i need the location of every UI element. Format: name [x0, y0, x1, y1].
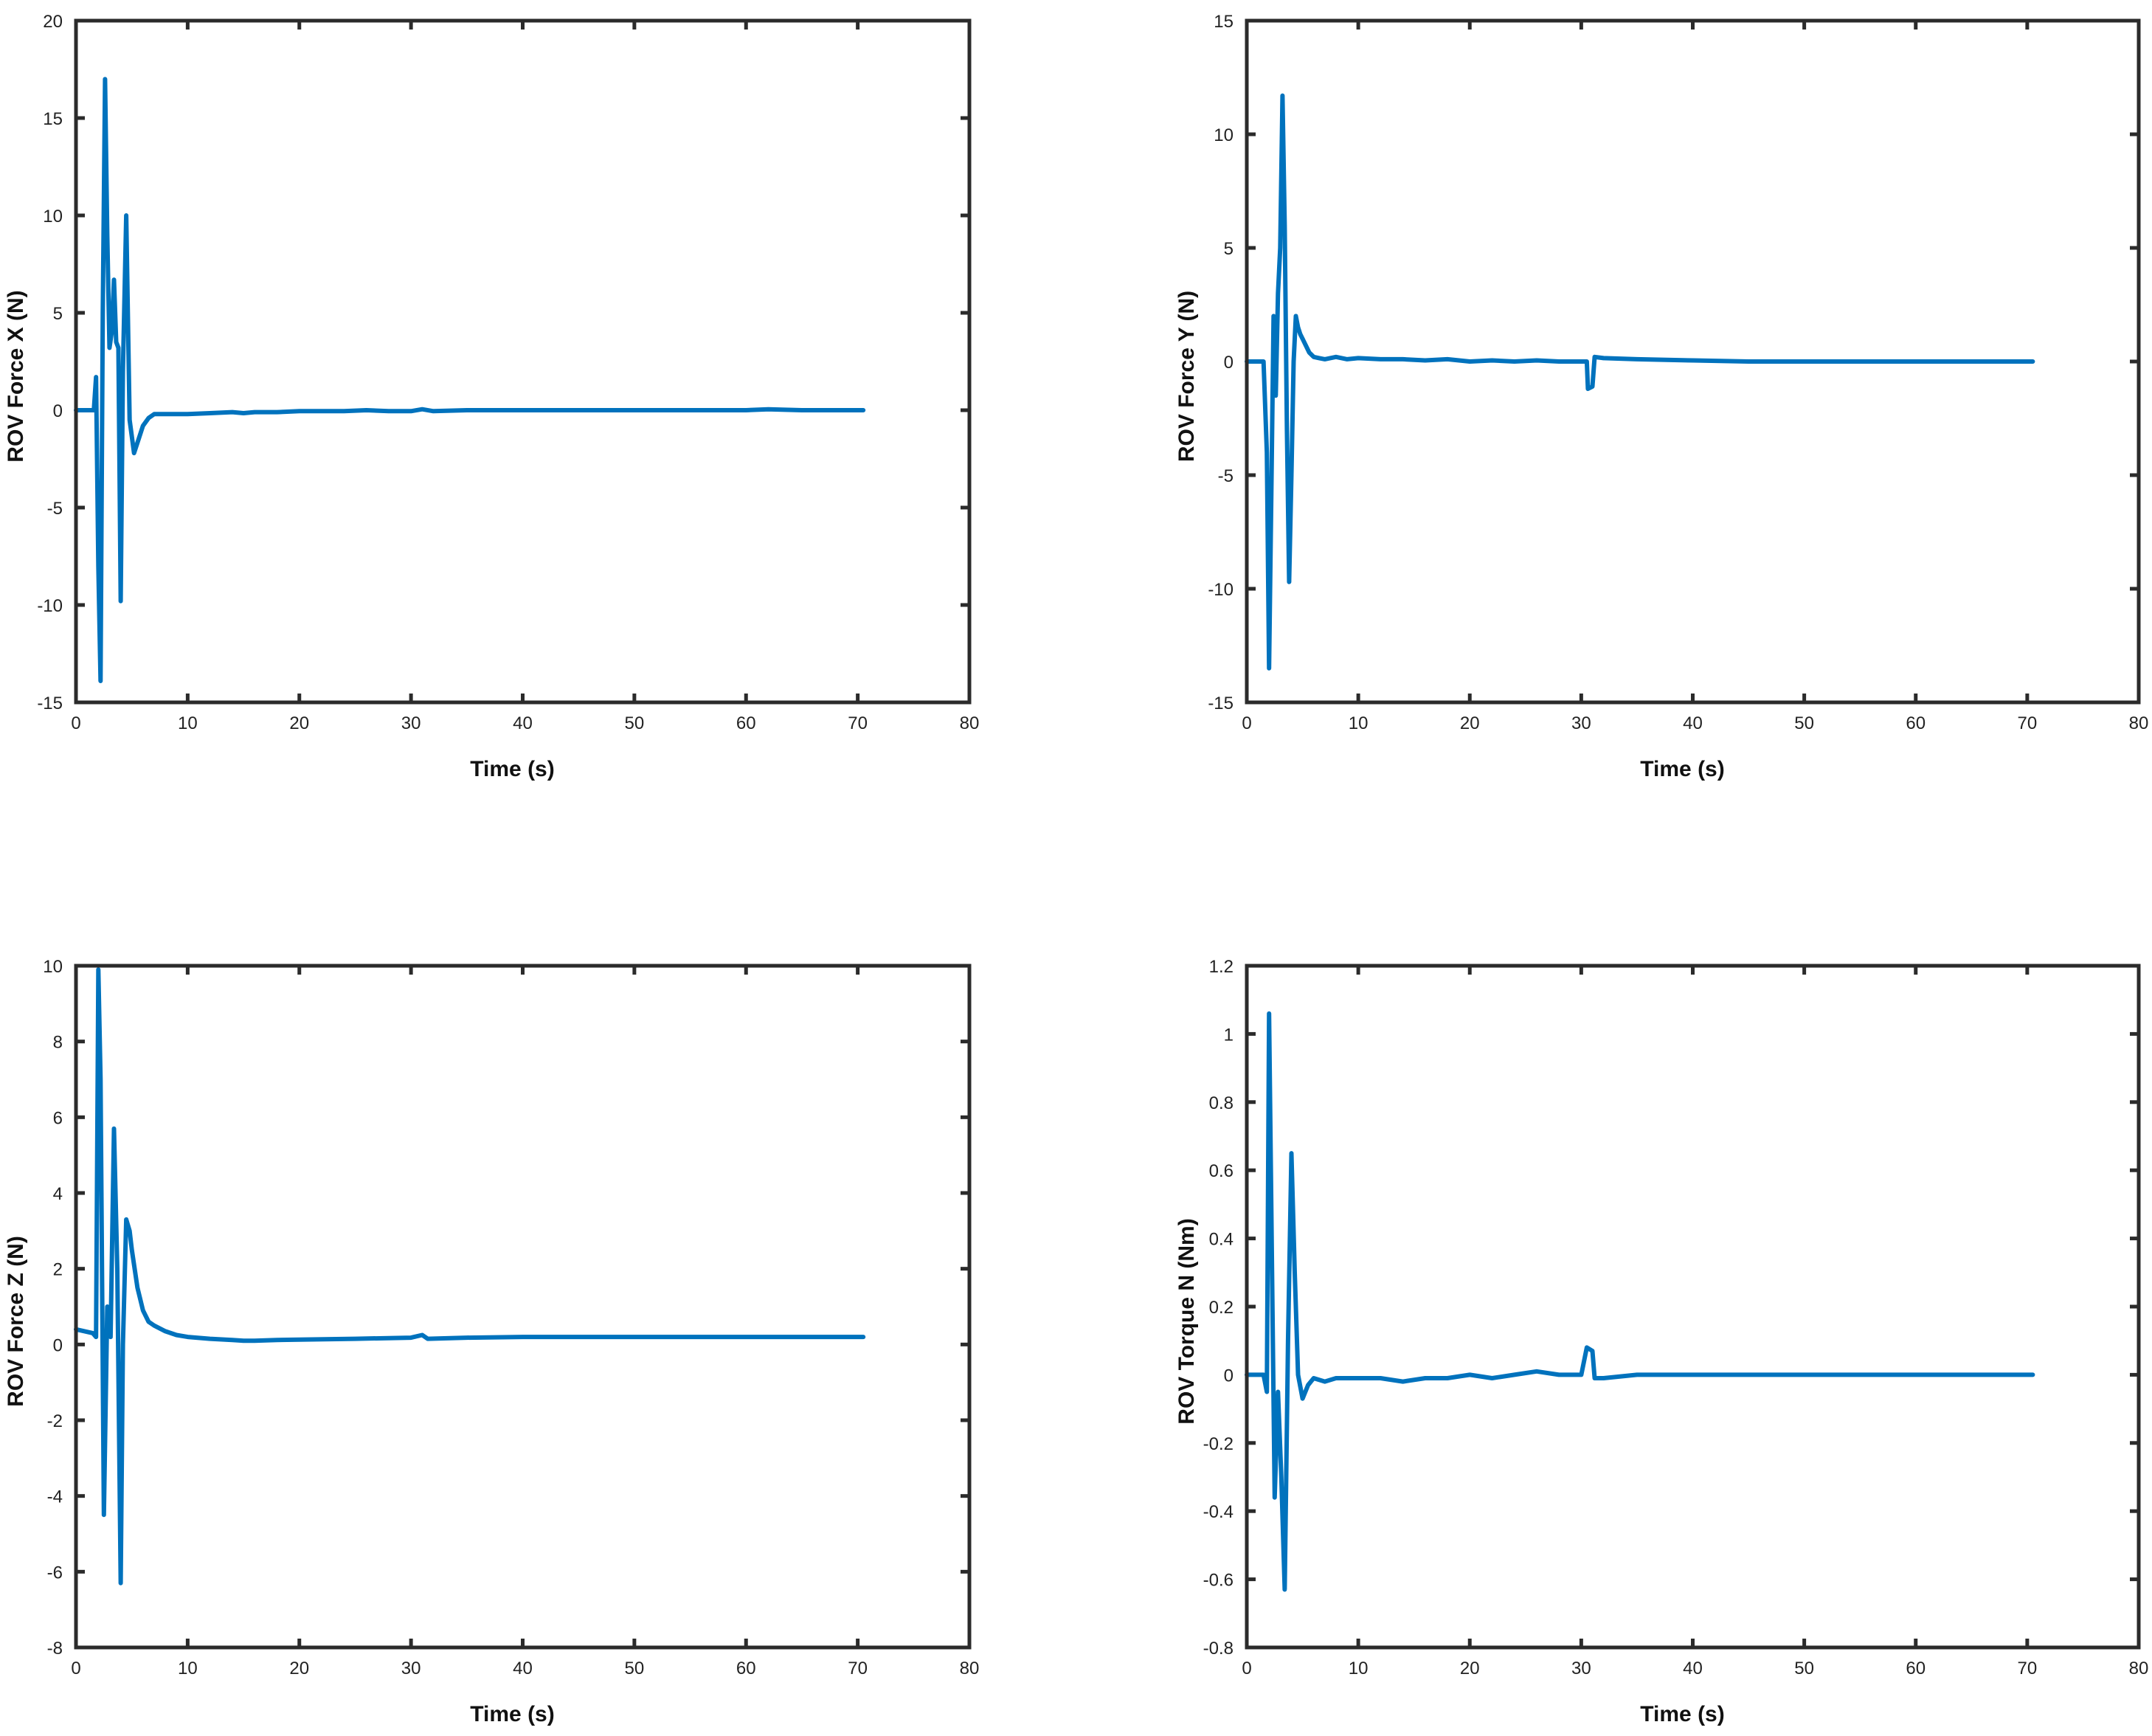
- x-tick-label: 70: [848, 1659, 868, 1678]
- x-tick-label: 60: [736, 1659, 756, 1678]
- y-tick-label: -0.2: [1203, 1434, 1234, 1454]
- x-tick-label: 50: [1794, 1659, 1814, 1678]
- x-tick-label: 80: [960, 713, 980, 733]
- x-tick-label: 70: [2018, 1659, 2038, 1678]
- y-tick-label: -4: [47, 1487, 63, 1507]
- force-z-series-line: [74, 967, 866, 1585]
- x-tick-label: 50: [625, 713, 645, 733]
- x-tick-label: 20: [1460, 713, 1480, 733]
- y-tick-label: 10: [1214, 125, 1234, 145]
- x-tick-label: 40: [513, 713, 533, 733]
- y-axis-label: ROV Force Z (N): [4, 1236, 28, 1407]
- x-tick-label: 10: [1349, 713, 1369, 733]
- y-tick-label: -8: [47, 1639, 63, 1659]
- y-axis-label: ROV Torque N (Nm): [1174, 1218, 1199, 1424]
- x-tick-label: 80: [2129, 1659, 2149, 1678]
- y-tick-label: -15: [1208, 694, 1234, 713]
- x-tick-label: 80: [2129, 713, 2149, 733]
- y-tick-label: 5: [1224, 239, 1234, 259]
- y-tick-label: -6: [47, 1563, 63, 1583]
- x-tick-label: 40: [1683, 1659, 1703, 1678]
- x-axis-label: Time (s): [470, 757, 554, 781]
- x-tick-label: 60: [1906, 1659, 1926, 1678]
- y-tick-label: -0.8: [1203, 1639, 1234, 1659]
- x-tick-label: 40: [513, 1659, 533, 1678]
- y-tick-label: 0: [1224, 353, 1234, 373]
- y-tick-label: -0.4: [1203, 1502, 1234, 1522]
- y-tick-label: 10: [43, 957, 63, 977]
- x-axis-label: Time (s): [1640, 1702, 1724, 1726]
- y-tick-label: 15: [43, 109, 63, 129]
- y-tick-label: 15: [1214, 12, 1234, 32]
- x-tick-label: 0: [71, 713, 80, 733]
- x-tick-label: 50: [625, 1659, 645, 1678]
- y-tick-label: -5: [47, 499, 63, 519]
- y-tick-label: 0.4: [1209, 1230, 1234, 1250]
- x-tick-label: 10: [178, 1659, 198, 1678]
- x-tick-label: 30: [401, 713, 421, 733]
- y-tick-label: 8: [53, 1033, 63, 1053]
- x-tick-label: 30: [1571, 1659, 1591, 1678]
- y-tick-label: 5: [53, 304, 63, 324]
- y-tick-label: -5: [1218, 466, 1234, 486]
- torque-n-series-line: [1245, 1011, 2035, 1592]
- x-tick-label: 30: [1571, 713, 1591, 733]
- y-axis-label: ROV Force X (N): [4, 290, 28, 462]
- x-axis-label: Time (s): [1640, 757, 1724, 781]
- force-x-series-line: [74, 77, 866, 683]
- y-tick-label: -2: [47, 1411, 63, 1431]
- x-tick-label: 20: [289, 1659, 309, 1678]
- x-tick-label: 30: [401, 1659, 421, 1678]
- force-y-series-line: [1245, 93, 2035, 671]
- x-tick-label: 60: [1906, 713, 1926, 733]
- x-tick-label: 10: [178, 713, 198, 733]
- x-tick-label: 70: [2018, 713, 2038, 733]
- y-tick-label: 10: [43, 207, 63, 226]
- y-tick-label: 0.6: [1209, 1161, 1234, 1181]
- y-tick-label: 0: [1224, 1366, 1234, 1386]
- y-tick-label: 2: [53, 1260, 63, 1280]
- y-tick-label: 1: [1224, 1025, 1234, 1045]
- x-tick-label: 20: [289, 713, 309, 733]
- y-tick-label: -0.6: [1203, 1571, 1234, 1591]
- x-axis-label: Time (s): [470, 1702, 554, 1726]
- x-tick-label: 40: [1683, 713, 1703, 733]
- force-y-plot: 0 10 20 30 40 50 60 70 80 -15 -10 -5 0 5 10 15 Time (s) R…: [1174, 12, 2148, 781]
- force-z-plot: 0 10 20 30 40 50 60 70 80 -8 -6 -4 -2 0 2 4 6 8 10 Time (s)…: [4, 957, 979, 1726]
- x-tick-label: 0: [1242, 713, 1251, 733]
- torque-n-plot: 0 10 20 30 40 50 60 70 80 -0.8 -0.6 -0.4 -0.2 0 0.2 0.4…: [1174, 957, 2148, 1726]
- axes-box: [74, 964, 972, 1650]
- y-tick-label: 1.2: [1209, 957, 1234, 977]
- y-tick-label: -15: [37, 694, 63, 713]
- y-tick-label: 0.2: [1209, 1298, 1234, 1318]
- y-tick-label: 4: [53, 1184, 63, 1204]
- y-tick-label: 0: [53, 1335, 63, 1355]
- x-tick-label: 0: [1242, 1659, 1251, 1678]
- axes-box: [1245, 964, 2141, 1650]
- y-tick-label: 6: [53, 1108, 63, 1128]
- y-tick-label: 0: [53, 401, 63, 421]
- x-tick-label: 70: [848, 713, 868, 733]
- x-tick-label: 0: [71, 1659, 80, 1678]
- x-tick-label: 50: [1794, 713, 1814, 733]
- x-tick-label: 10: [1349, 1659, 1369, 1678]
- y-tick-label: -10: [37, 596, 63, 616]
- y-tick-label: 0.8: [1209, 1093, 1234, 1113]
- y-tick-label: -10: [1208, 580, 1234, 600]
- y-tick-label: 20: [43, 12, 63, 32]
- axes-box: [1245, 18, 2141, 705]
- x-tick-label: 80: [960, 1659, 980, 1678]
- axes-box: [74, 18, 972, 705]
- x-tick-label: 60: [736, 713, 756, 733]
- x-tick-label: 20: [1460, 1659, 1480, 1678]
- force-x-plot: 0 10 20 30 40 50 60 70 80 -15 -10 -5 0 5 10 15 20 Time (s…: [4, 12, 979, 781]
- y-axis-label: ROV Force Y (N): [1174, 291, 1199, 462]
